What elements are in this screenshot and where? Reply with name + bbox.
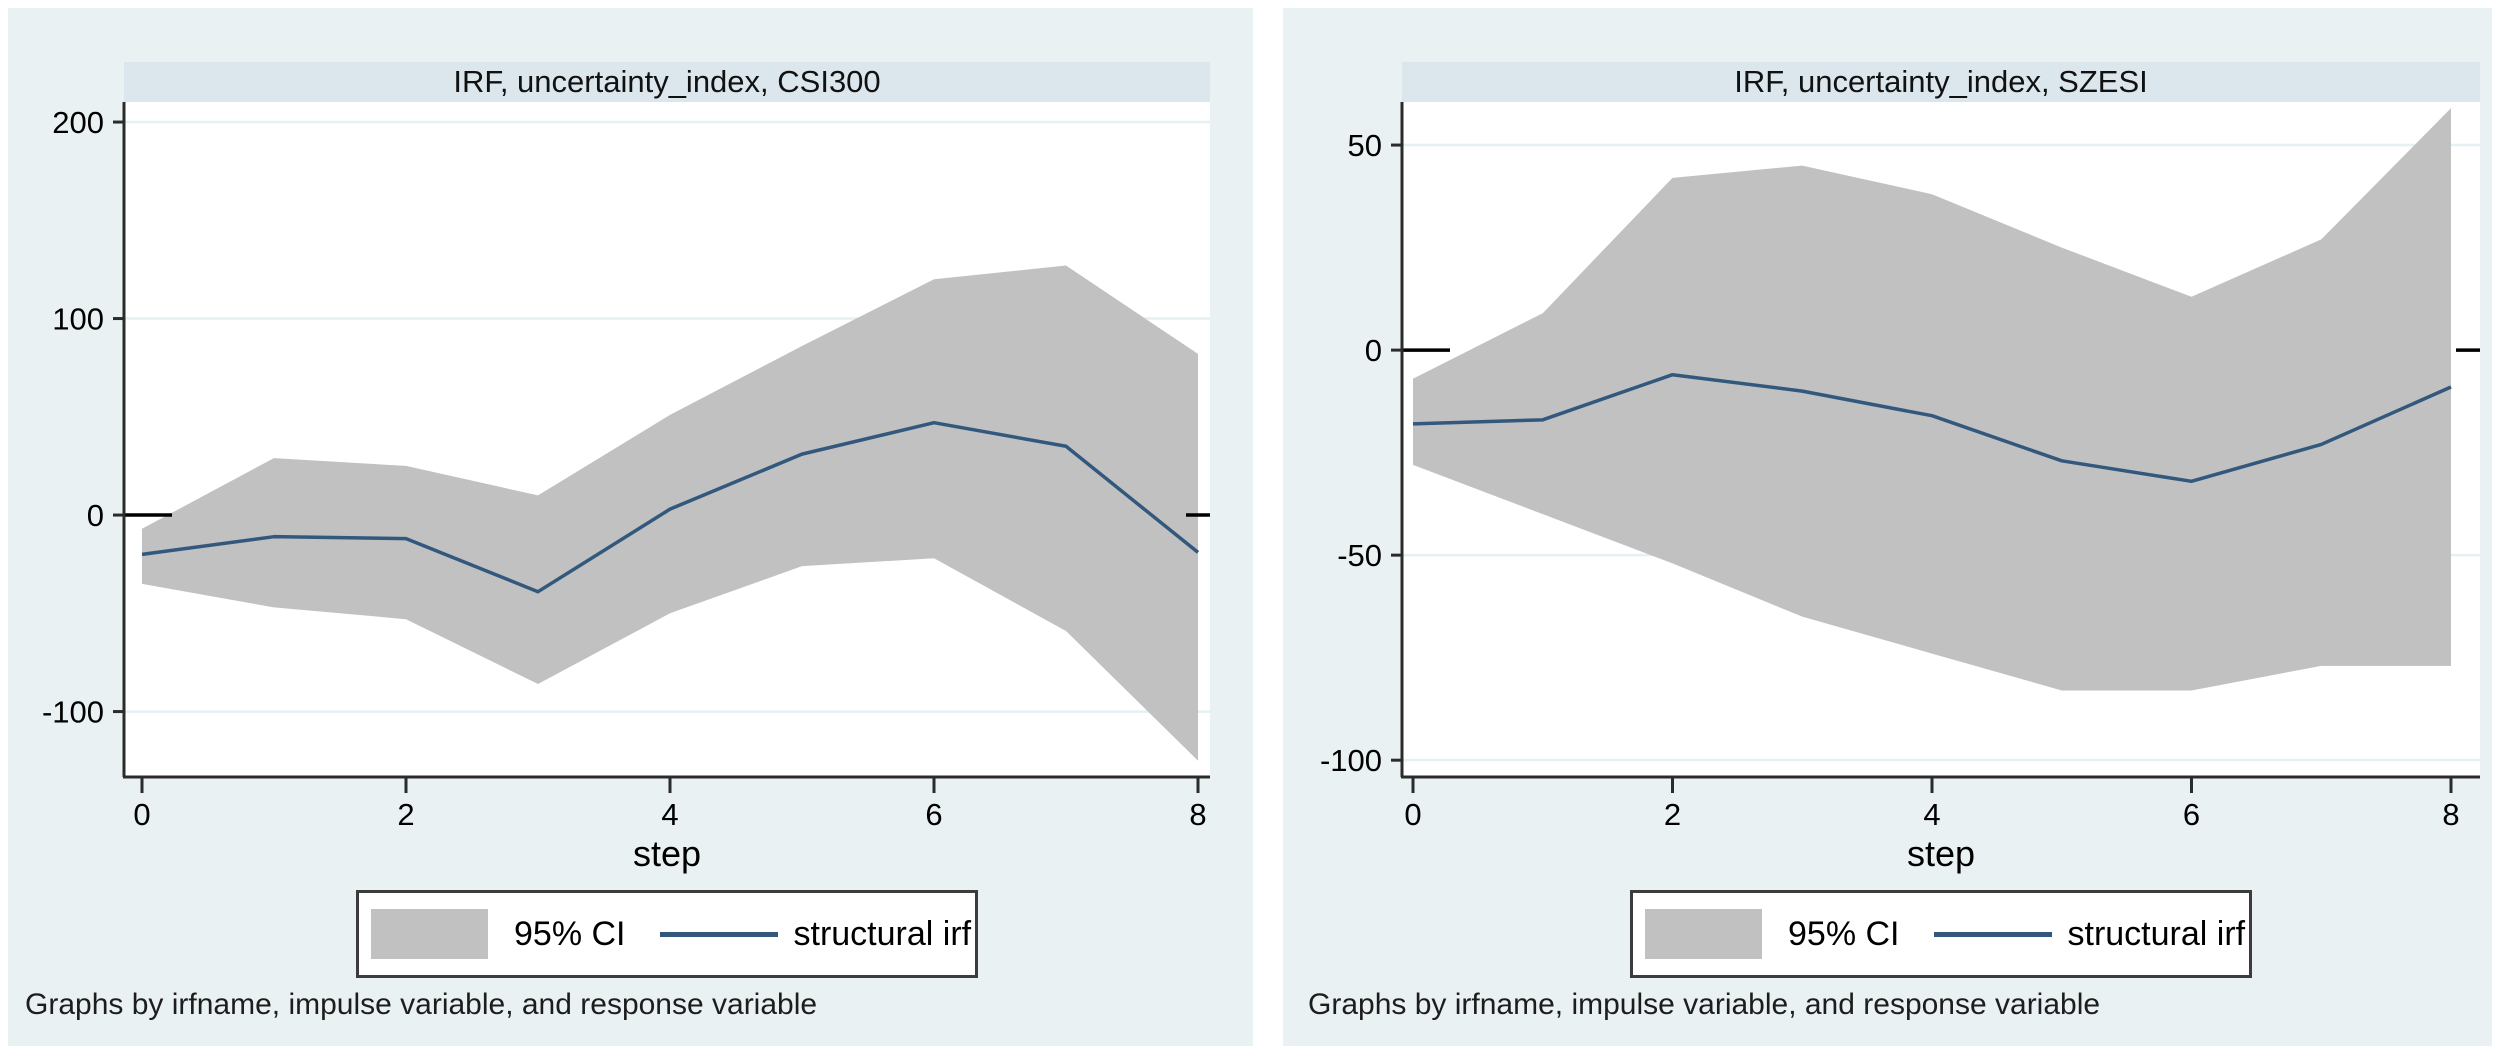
irf-line-swatch: [659, 931, 778, 937]
y-tick-label: 50: [1348, 128, 1382, 163]
irf-line: [1412, 372, 2452, 484]
graphs-by-note-csi300: Graphs by irfname, impulse variable, and…: [25, 988, 818, 1021]
x-tick-label: 6: [2183, 797, 2200, 832]
x-tick-label: 2: [1664, 797, 1681, 832]
y-tick-label: 100: [52, 302, 104, 337]
x-tick-label: 8: [1189, 797, 1206, 832]
y-tick-label: 200: [52, 105, 104, 140]
x-axis-title-szesi: step: [1906, 833, 1976, 874]
ci-band-swatch: [1645, 909, 1762, 959]
x-tick-label: 4: [1923, 797, 1940, 832]
irf-legend-label: structural irf: [2067, 914, 2246, 953]
y-tick-label: -50: [1337, 538, 1382, 573]
y-tick-label: -100: [42, 695, 104, 730]
legend-csi300: 95% CI structural irf: [356, 890, 978, 978]
irf-line-swatch: [1933, 931, 2052, 937]
x-axis-title-csi300: step: [632, 833, 702, 874]
irf-legend-label: structural irf: [793, 914, 972, 953]
ci-legend-label: 95% CI: [514, 914, 626, 953]
y-tick-label: 0: [87, 498, 104, 533]
ci-band-swatch: [371, 909, 488, 959]
y-tick-label: -100: [1320, 743, 1382, 778]
x-tick-label: 0: [133, 797, 150, 832]
x-tick-label: 6: [925, 797, 942, 832]
chart-title-csi300: IRF, uncertainty_index, CSI300: [124, 62, 1210, 102]
irf-line: [141, 420, 1200, 594]
x-tick-label: 0: [1404, 797, 1421, 832]
x-tick-label: 4: [661, 797, 678, 832]
x-tick-label: 8: [2442, 797, 2459, 832]
legend-szesi: 95% CI structural irf: [1630, 890, 2252, 978]
ci-legend-label: 95% CI: [1788, 914, 1900, 953]
graphs-by-note-szesi: Graphs by irfname, impulse variable, and…: [1308, 988, 2101, 1021]
x-tick-label: 2: [397, 797, 414, 832]
y-tick-label: 0: [1365, 333, 1382, 368]
ci-band: [1413, 108, 2451, 691]
ci-band: [142, 265, 1198, 761]
chart-title-szesi: IRF, uncertainty_index, SZESI: [1402, 62, 2480, 102]
